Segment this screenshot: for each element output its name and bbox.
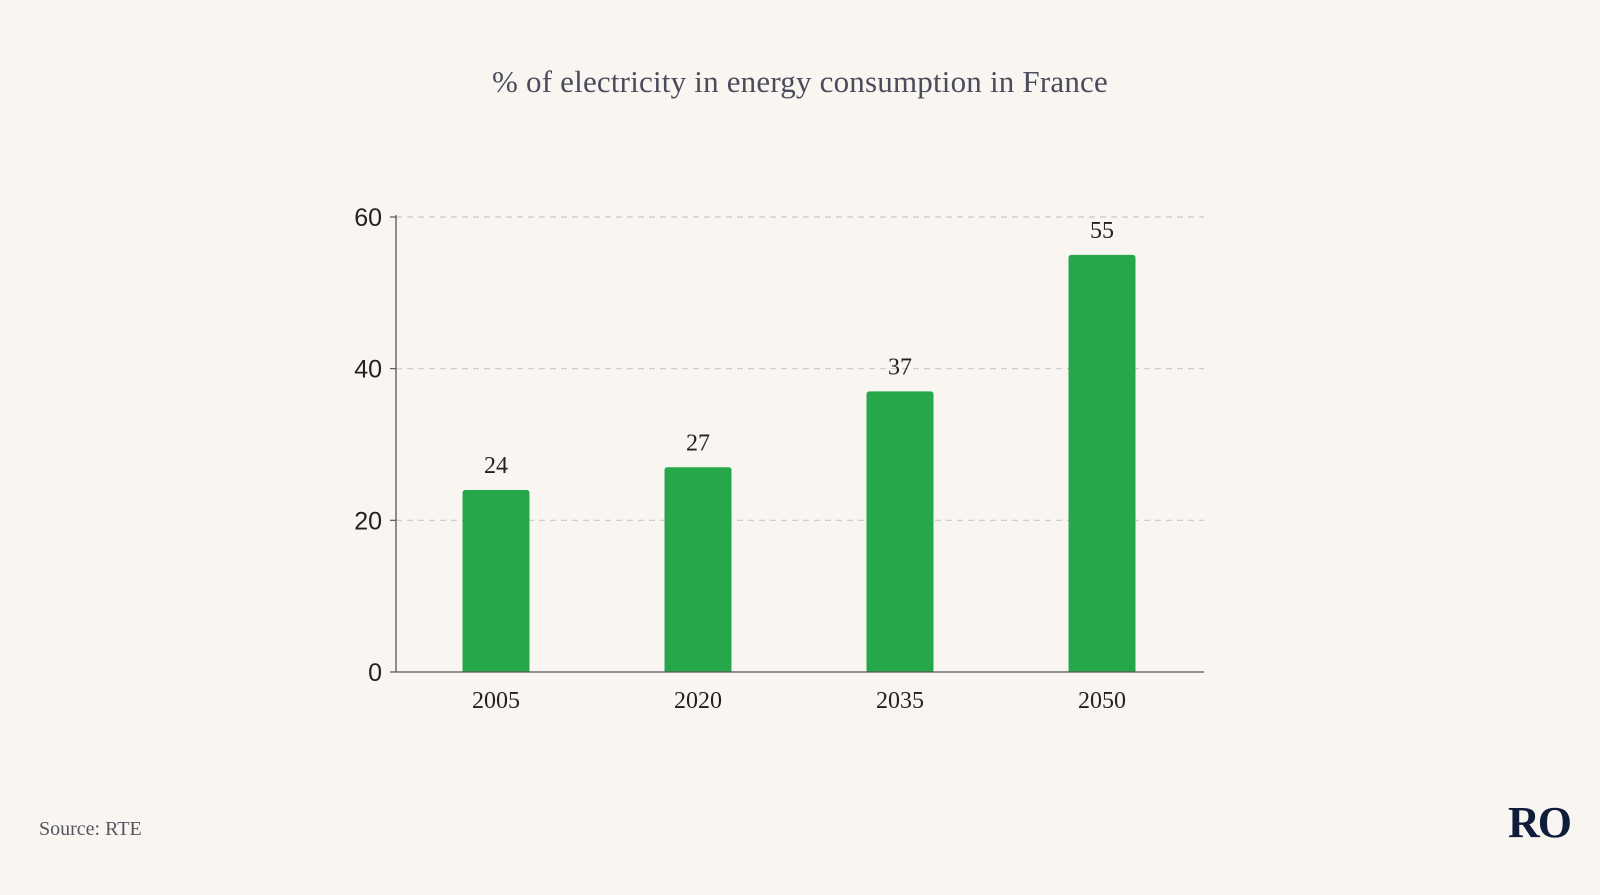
data-label-2050: 55 [1090, 218, 1114, 244]
source-note: Source: RTE [39, 818, 142, 840]
x-tick-label-2035: 2035 [876, 688, 924, 714]
axes [390, 215, 1204, 673]
y-tick-label: 20 [354, 507, 382, 535]
chart-title: % of electricity in energy consumption i… [492, 64, 1108, 99]
bar-2020 [664, 467, 732, 672]
y-tick-label: 40 [354, 356, 382, 384]
data-label-2005: 24 [484, 453, 508, 479]
bar-2035 [866, 391, 934, 672]
x-tick-label-2050: 2050 [1078, 688, 1126, 714]
labels: 0 20 40 60 24 2005 27 2020 37 2035 55 2050 [354, 204, 1126, 714]
bar-2050 [1068, 254, 1136, 672]
bars [462, 254, 1136, 672]
bar-2005 [462, 490, 530, 672]
logo: RO [1508, 798, 1572, 847]
x-tick-label-2005: 2005 [472, 688, 520, 714]
data-label-2035: 37 [888, 354, 912, 380]
x-tick-label-2020: 2020 [674, 688, 722, 714]
y-tick-label: 60 [354, 204, 382, 232]
data-label-2020: 27 [686, 430, 710, 456]
y-tick-label: 0 [368, 659, 382, 687]
